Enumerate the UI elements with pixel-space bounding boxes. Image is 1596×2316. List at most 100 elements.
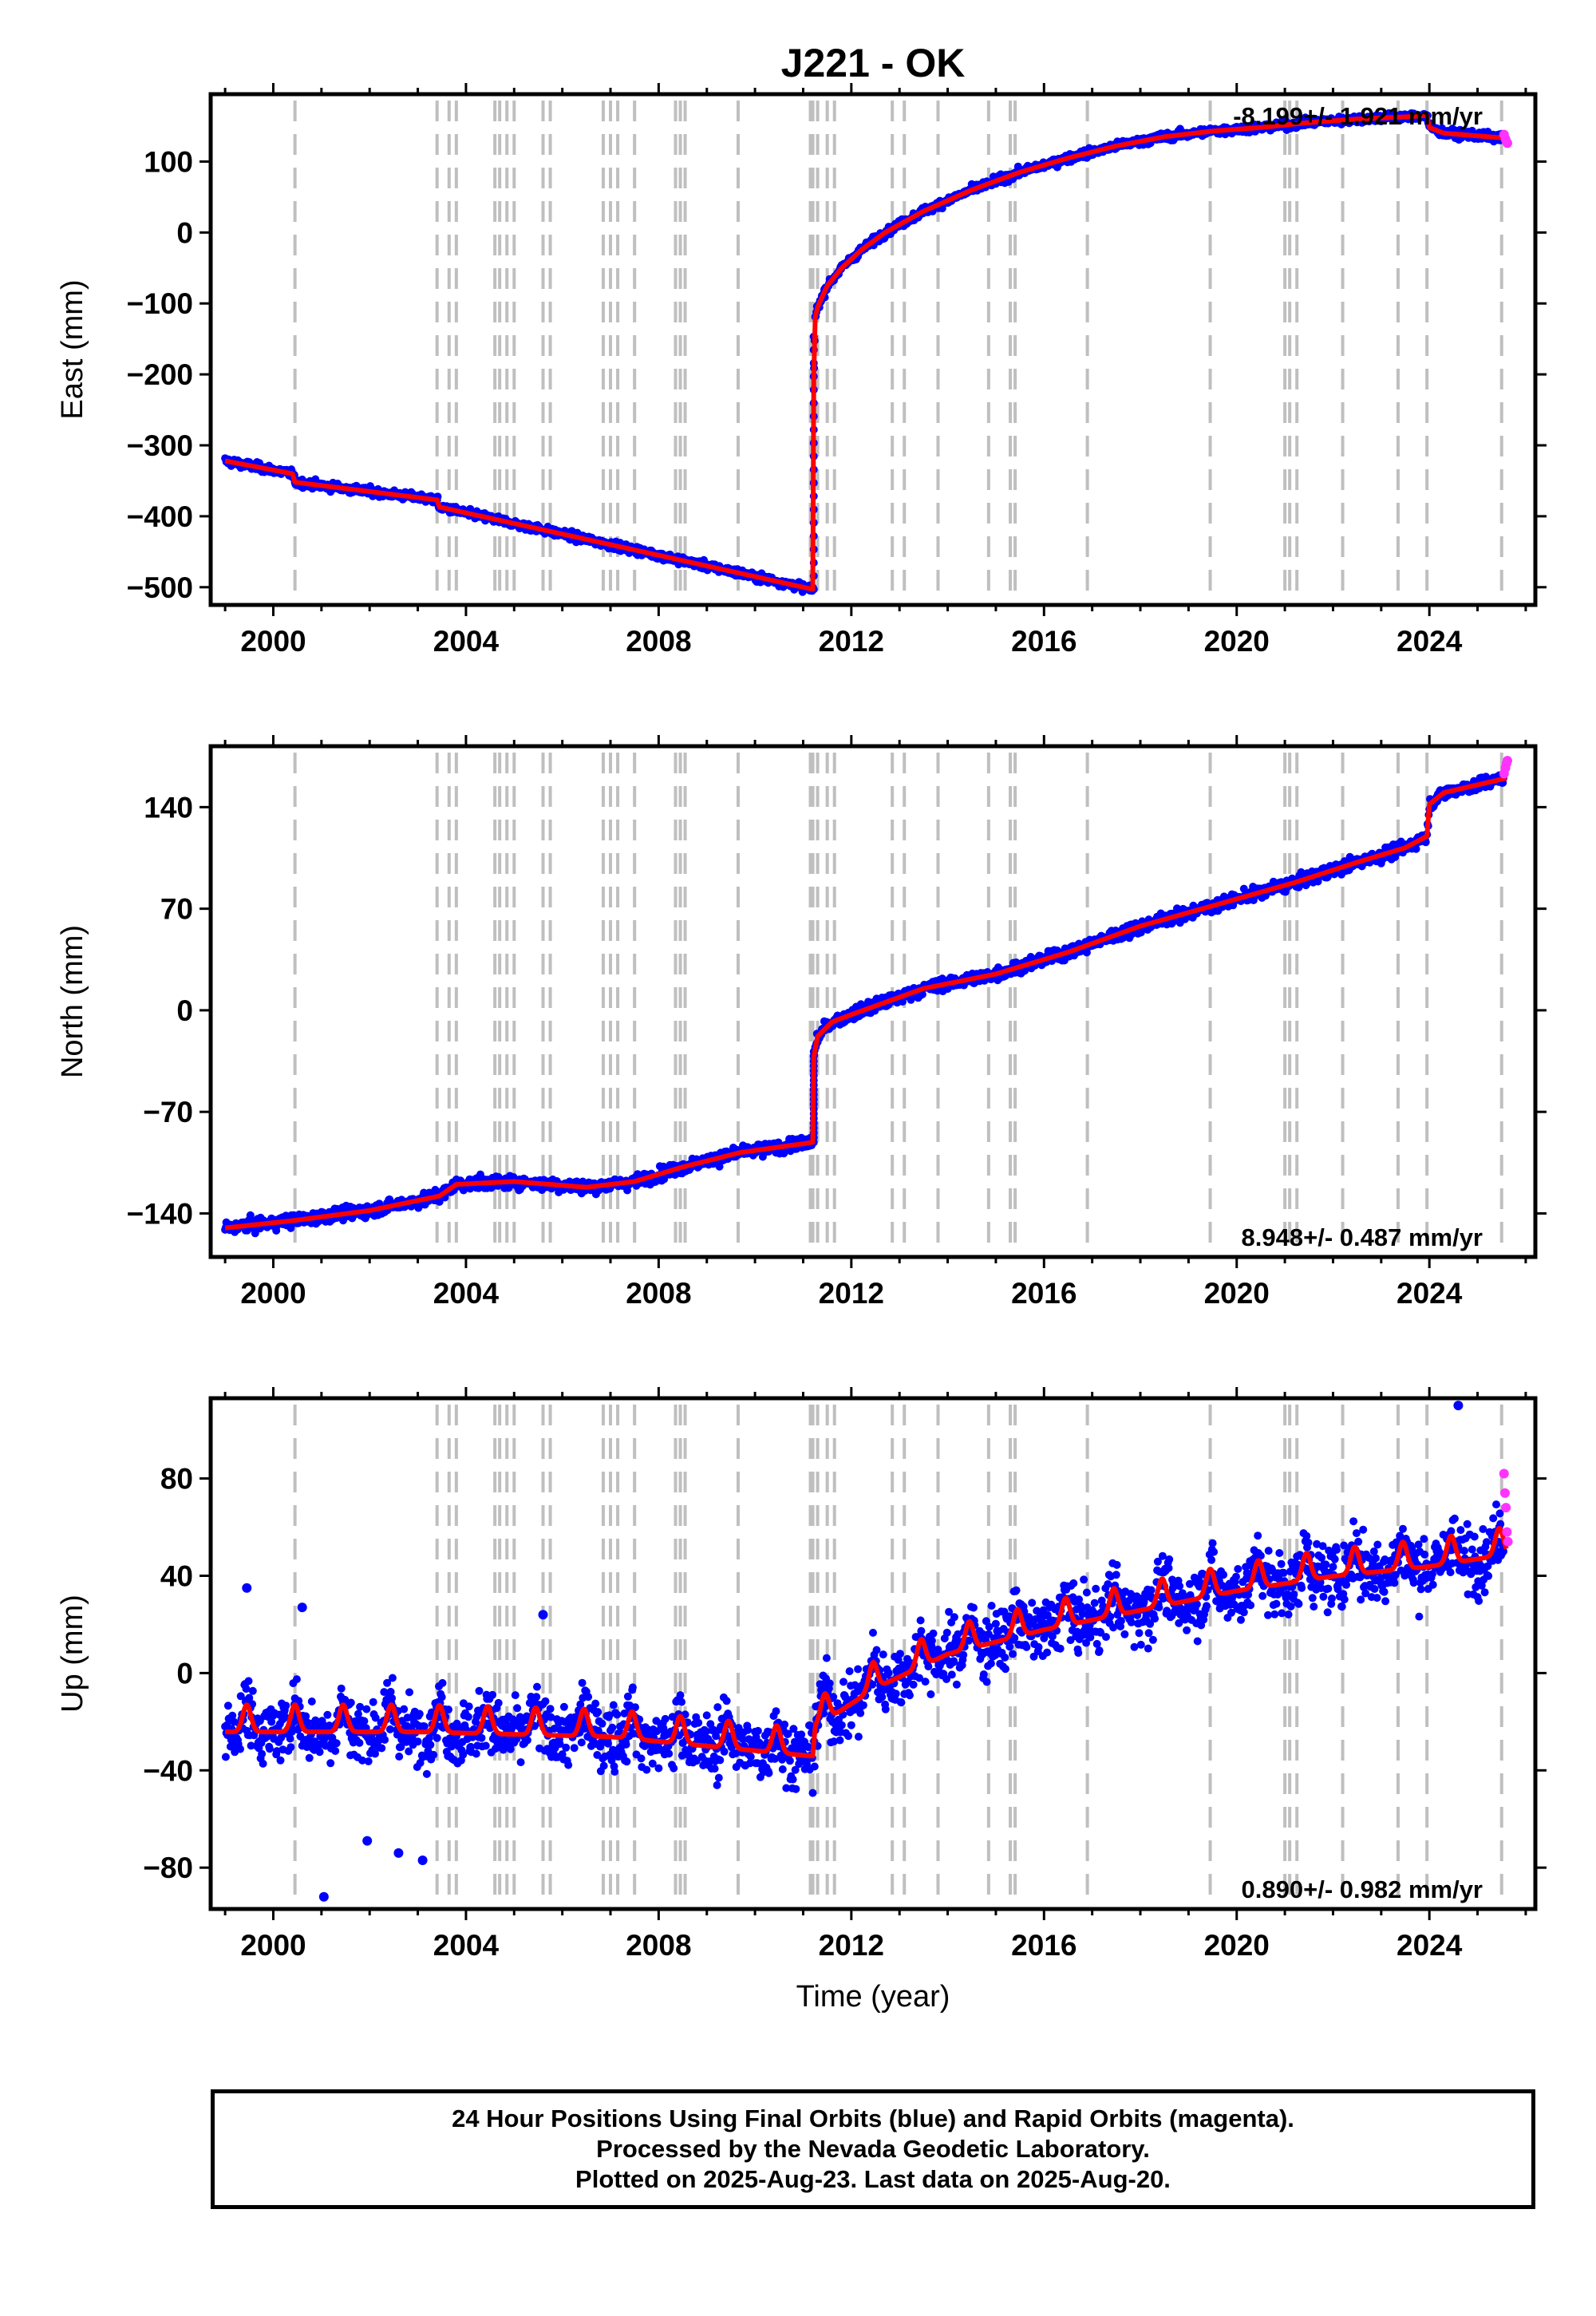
y-tick-label: 140 xyxy=(144,791,193,824)
final-point xyxy=(248,1686,257,1695)
final-point xyxy=(259,1759,267,1768)
x-tick-label: 2024 xyxy=(1396,1277,1463,1310)
y-tick-label: −300 xyxy=(127,429,193,462)
final-point xyxy=(413,1737,422,1746)
x-axis: 2000 2004 2008 2012 2016 2020 2024 xyxy=(223,83,1527,658)
final-point xyxy=(388,1694,397,1702)
final-point xyxy=(377,1744,386,1753)
final-point xyxy=(464,1702,473,1711)
x-tick-label: 2004 xyxy=(433,625,500,658)
final-point xyxy=(477,1733,486,1742)
y-tick-label: −200 xyxy=(127,358,193,391)
final-point xyxy=(286,1743,295,1752)
panel-up: 2000 2004 2008 2012 2016 2020 202480400−40−80U… xyxy=(56,1387,1547,1962)
y-axis: 140 70 0 −70 −140 xyxy=(127,791,1547,1230)
final-point xyxy=(429,1750,438,1759)
final-point xyxy=(292,1675,301,1684)
event-lines xyxy=(293,753,1503,1254)
final-point xyxy=(364,1757,373,1765)
velocity-label: -8.199+/- 1.921 mm/yr xyxy=(1233,102,1483,130)
event-lines xyxy=(293,101,1503,602)
chart-title: J221 - OK xyxy=(781,41,966,85)
x-tick-label: 2000 xyxy=(240,625,306,658)
final-point xyxy=(331,1747,340,1755)
x-tick-label: 2008 xyxy=(626,625,691,658)
final-point xyxy=(305,1753,314,1762)
y-tick-label: 70 xyxy=(160,893,193,926)
y-axis-label: East (mm) xyxy=(56,279,89,419)
final-point xyxy=(415,1709,424,1718)
final-point xyxy=(381,1736,389,1744)
final-point xyxy=(438,1678,447,1687)
plot-frame xyxy=(208,92,1538,607)
final-point xyxy=(405,1747,413,1756)
final-point xyxy=(337,1684,346,1693)
final-point xyxy=(472,1749,480,1758)
x-tick-label: 2012 xyxy=(819,625,884,658)
final-point xyxy=(437,1693,446,1701)
final-point xyxy=(431,1185,440,1194)
final-point xyxy=(332,1739,341,1748)
final-point xyxy=(516,1758,525,1767)
final-point xyxy=(546,1705,555,1713)
final-point xyxy=(1412,844,1420,853)
y-tick-label: 100 xyxy=(144,145,193,178)
x-tick-label: 2020 xyxy=(1204,1277,1270,1310)
final-point xyxy=(488,1690,497,1699)
rapid-point xyxy=(1502,138,1512,148)
y-tick-label: −400 xyxy=(127,500,193,533)
final-point xyxy=(346,1698,355,1707)
model-curve xyxy=(223,113,1508,592)
final-point xyxy=(422,1769,431,1778)
y-tick-label: −500 xyxy=(127,571,193,604)
final-orbit-series xyxy=(221,771,1507,1238)
x-tick-label: 2020 xyxy=(1204,625,1270,658)
y-axis-label: North (mm) xyxy=(56,925,89,1078)
final-point xyxy=(444,1705,452,1714)
final-point xyxy=(282,1701,290,1710)
final-point xyxy=(286,1734,294,1743)
final-point xyxy=(236,1745,244,1753)
final-point xyxy=(511,1691,519,1700)
final-point xyxy=(388,1674,397,1682)
panel-north: 2000 2004 2008 2012 2016 2020 2024140700−70−14… xyxy=(56,735,1547,1310)
final-point xyxy=(532,1693,541,1701)
velocity-label: 8.948+/- 0.487 mm/yr xyxy=(1242,1223,1483,1251)
final-point xyxy=(276,1756,285,1765)
rapid-orbit-series xyxy=(1499,129,1512,148)
final-point xyxy=(715,1162,724,1171)
final-point xyxy=(323,1710,332,1719)
final-point xyxy=(369,1697,377,1706)
y-tick-label: −140 xyxy=(127,1197,193,1230)
final-point xyxy=(360,1717,369,1725)
final-point xyxy=(221,1753,230,1761)
y-tick-label: 0 xyxy=(176,994,193,1027)
x-tick-label: 2000 xyxy=(240,1277,306,1310)
final-point xyxy=(244,1677,253,1686)
final-point xyxy=(533,1682,541,1691)
final-point xyxy=(426,1741,435,1749)
final-point xyxy=(494,1698,503,1707)
final-point xyxy=(307,1697,316,1705)
final-point xyxy=(464,1713,472,1721)
final-point xyxy=(475,1686,484,1695)
final-point xyxy=(481,1741,490,1750)
y-tick-label: 0 xyxy=(176,216,193,249)
x-tick-label: 2004 xyxy=(433,1277,500,1310)
x-tick-label: 2012 xyxy=(819,1277,884,1310)
final-point xyxy=(420,1722,429,1731)
final-point xyxy=(395,1753,404,1761)
x-tick-label: 2008 xyxy=(626,1277,691,1310)
y-tick-label: −70 xyxy=(143,1096,193,1128)
final-point xyxy=(405,1688,413,1697)
final-point xyxy=(1239,884,1248,893)
final-point xyxy=(433,1733,441,1742)
final-point xyxy=(362,1705,371,1713)
final-point xyxy=(326,1759,335,1768)
final-point xyxy=(918,990,926,998)
panel-east: 2000 2004 2008 2012 2016 2020 20241000−100−200… xyxy=(56,83,1547,658)
final-orbit-series xyxy=(221,1401,1507,1902)
x-tick-label: 2024 xyxy=(1396,625,1463,658)
